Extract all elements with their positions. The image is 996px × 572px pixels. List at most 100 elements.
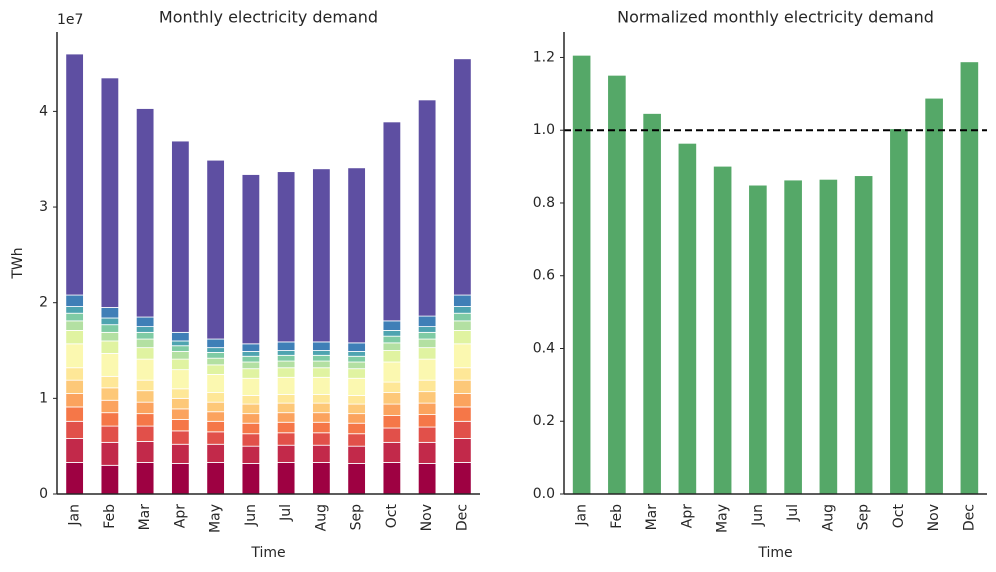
bar-segment [276, 412, 296, 423]
bar-segment [206, 411, 225, 422]
x-tick-label: Oct [384, 504, 400, 529]
bar [643, 113, 661, 494]
bar-segment [347, 361, 366, 370]
bar [678, 143, 697, 495]
y-offset-label: 1e7 [57, 12, 83, 28]
x-tick-label: Jun [750, 504, 766, 527]
bar-segment [171, 358, 190, 371]
x-tick-label: Feb [609, 504, 625, 529]
bar-segment [347, 462, 366, 495]
bar-segment [65, 420, 84, 439]
bar-segment [417, 402, 437, 416]
bar-segment [135, 413, 155, 427]
x-tick-label: Apr [172, 504, 188, 528]
bar-segment [453, 438, 472, 463]
bar-segment [65, 379, 84, 394]
bar-segment [206, 364, 225, 375]
bar-segment [347, 422, 366, 435]
bar-segment [417, 462, 437, 495]
x-tick-label: Oct [891, 504, 907, 529]
bar-segment [241, 361, 261, 370]
bar-segment [347, 395, 366, 405]
bar-segment [276, 354, 296, 362]
bar-segment [65, 306, 84, 314]
bar [749, 185, 767, 494]
bar [960, 62, 979, 495]
bar-segment [171, 369, 190, 390]
bar-segment [276, 444, 296, 463]
bar-segment [382, 403, 402, 416]
bar-segment [171, 351, 190, 360]
bar-segment [100, 441, 120, 466]
x-tick-label: Jan [574, 504, 590, 527]
bar-segment [171, 388, 190, 399]
bar-segment [206, 420, 225, 433]
bar-segment [382, 427, 402, 443]
x-tick-label: Apr [679, 504, 695, 528]
y-tick-label: 1.2 [533, 49, 555, 65]
bar-segment [100, 425, 120, 443]
x-tick-label: Dec [454, 504, 470, 531]
bar-segment [241, 343, 261, 352]
bar-segment [171, 140, 190, 333]
bar-segment [206, 392, 225, 403]
bar-segment [312, 354, 331, 362]
bar-segment [65, 367, 84, 381]
bar-segment [100, 77, 120, 308]
bar-segment [241, 462, 261, 495]
bar-segment [382, 415, 402, 429]
y-tick-label: 0.2 [533, 413, 555, 429]
bar-segment [171, 418, 190, 432]
bar-segment [100, 324, 120, 333]
bar-segment [417, 358, 437, 381]
bar-segment [100, 317, 120, 326]
y-tick-label: 1 [39, 390, 48, 406]
bar-segment [65, 438, 84, 463]
chart-title: Normalized monthly electricity demand [617, 8, 934, 27]
bar-segment [417, 414, 437, 428]
bar-segment [171, 397, 190, 410]
bar-segment [135, 401, 155, 415]
bar-segment [312, 341, 331, 351]
bar-segment [100, 464, 120, 495]
bar-segment [171, 443, 190, 464]
bar-segment [241, 174, 261, 345]
bar-segment [206, 431, 225, 445]
bar-segment [276, 367, 296, 378]
bar-segment [135, 331, 155, 340]
bar-segment [276, 350, 296, 356]
bar [819, 179, 838, 494]
bar-segment [100, 375, 120, 389]
x-axis-label: Time [757, 545, 792, 561]
x-axis-label: Time [250, 545, 285, 561]
x-tick-label: Jun [243, 504, 259, 527]
bar-segment [135, 379, 155, 392]
bar-segment [417, 99, 437, 317]
x-tick-label: Feb [102, 504, 118, 529]
bar-segment [312, 432, 331, 446]
bar-segment [417, 315, 437, 328]
bar-segment [65, 312, 84, 322]
x-tick-label: Jan [67, 504, 83, 527]
bar-segment [347, 403, 366, 415]
bar [572, 55, 591, 495]
chart-title: Monthly electricity demand [159, 8, 378, 27]
panel: Normalized monthly electricity demand Tim… [533, 8, 987, 561]
bar-segment [347, 413, 366, 424]
bar-segment [135, 462, 155, 495]
bar-segment [276, 462, 296, 495]
bar-segment [135, 425, 155, 442]
x-tick-label: Jul [278, 504, 294, 522]
bar-segment [417, 326, 437, 333]
bar-segment [276, 376, 296, 395]
y-tick-label: 0.6 [533, 268, 555, 284]
bar-segment [312, 444, 331, 463]
bar-segment [453, 462, 472, 495]
bar-segment [382, 335, 402, 344]
y-tick-label: 0.0 [533, 486, 555, 502]
bar [890, 129, 908, 494]
bar-segment [453, 406, 472, 422]
bar-segment [417, 379, 437, 393]
bar [784, 180, 802, 494]
bar-segment [382, 392, 402, 405]
